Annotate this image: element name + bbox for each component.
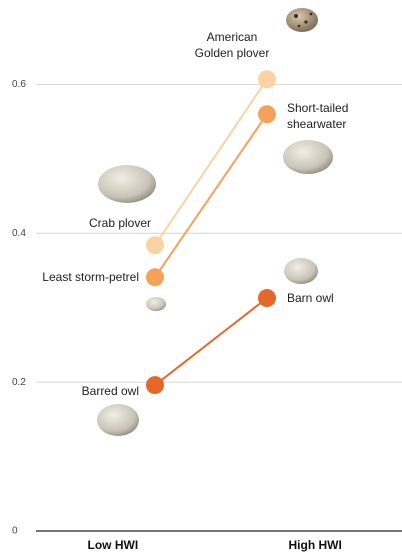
- egg: [97, 404, 139, 436]
- point-label: Least storm-petrel: [0, 269, 139, 285]
- y-tick-label: 0: [12, 526, 18, 537]
- y-tick-label: 0.2: [12, 377, 26, 388]
- egg: [283, 140, 333, 174]
- point-label: Barn owl: [287, 290, 367, 306]
- egg: [146, 297, 166, 311]
- point: [258, 289, 276, 307]
- point-label: Crab plover: [75, 215, 165, 231]
- egg: [98, 165, 156, 203]
- egg-speckle: [294, 14, 298, 18]
- slope-line: [155, 114, 267, 277]
- egg-speckle: [310, 13, 313, 16]
- chart: 0 0.2 0.4 0.6 Low HWI High HWI Crab plover Ame…: [0, 0, 402, 555]
- point: [258, 70, 276, 88]
- x-tick-label: Low HWI: [88, 538, 139, 552]
- point: [146, 268, 164, 286]
- point-label: Barred owl: [49, 383, 139, 399]
- y-tick-label: 0.4: [12, 228, 26, 239]
- point-label: American Golden plover: [187, 29, 277, 61]
- egg-speckle: [304, 20, 307, 23]
- slope-line: [155, 79, 267, 245]
- point-label: Short-tailed shearwater: [287, 100, 367, 132]
- egg: [286, 8, 318, 32]
- x-tick-label: High HWI: [289, 538, 342, 552]
- slope-line: [155, 298, 267, 385]
- y-tick-label: 0.6: [12, 79, 26, 90]
- point: [146, 376, 164, 394]
- egg: [284, 258, 318, 284]
- point: [258, 105, 276, 123]
- point: [146, 236, 164, 254]
- egg-speckle: [298, 25, 301, 28]
